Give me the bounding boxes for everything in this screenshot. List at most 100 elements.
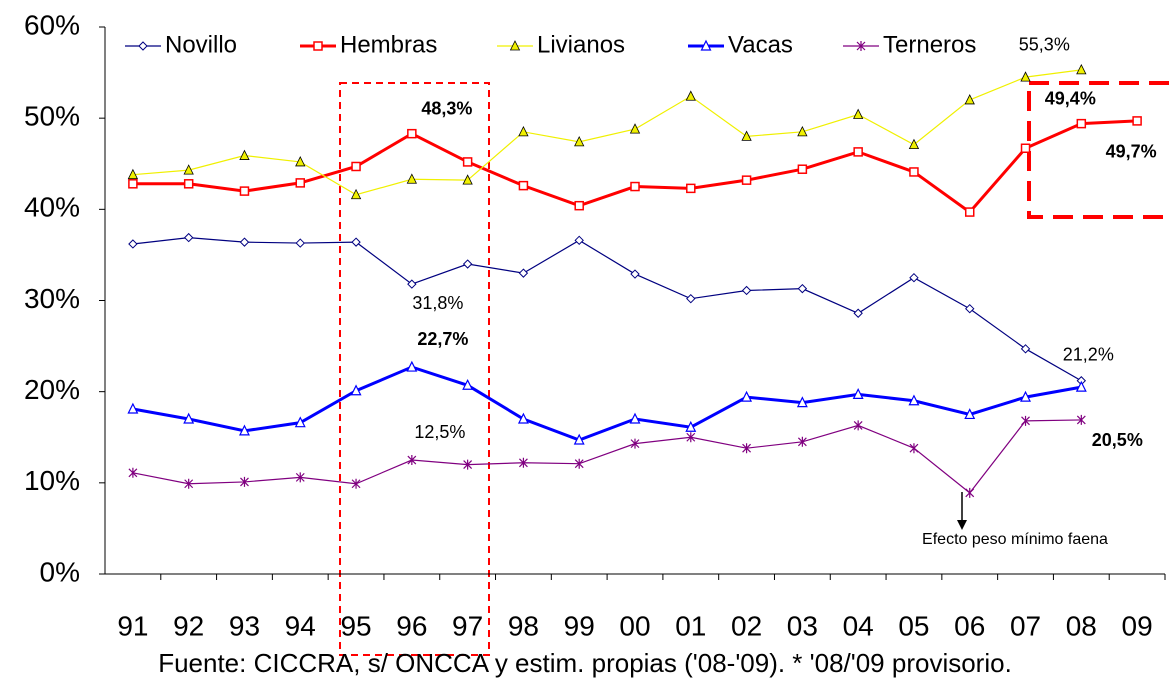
data-point [964, 94, 975, 105]
data-point [1020, 390, 1031, 402]
data-point [853, 420, 863, 431]
data-point [128, 179, 138, 189]
data-point [406, 173, 417, 184]
data-point [183, 164, 194, 175]
highlight-box [339, 82, 490, 656]
y-tick-label: 60% [24, 9, 80, 40]
data-point [797, 283, 808, 294]
data-point [239, 149, 250, 160]
data-point [742, 443, 752, 454]
data-point [964, 408, 976, 420]
data-point [852, 388, 864, 400]
x-tick-label: 01 [675, 610, 706, 641]
highlight-box [1027, 81, 1171, 219]
data-point [797, 164, 808, 174]
data-point [574, 200, 584, 211]
annotation-arrow-head [957, 520, 967, 530]
data-label: 49,4% [1045, 88, 1096, 108]
data-point [518, 125, 529, 137]
series-line [132, 119, 1138, 215]
x-tick-label: 98 [508, 610, 539, 641]
data-point [908, 394, 920, 406]
data-point [630, 181, 640, 192]
data-label: 48,3% [421, 98, 472, 118]
data-point [574, 135, 585, 147]
data-label: 21,2% [1063, 344, 1114, 364]
data-point [853, 308, 863, 318]
data-point [629, 412, 641, 424]
data-point [127, 402, 139, 414]
data-point [686, 432, 696, 443]
data-point [518, 180, 529, 191]
data-point [796, 396, 808, 408]
data-point [574, 235, 584, 246]
legend-marker [509, 40, 521, 51]
data-point [630, 438, 640, 449]
data-point [741, 285, 752, 296]
data-point [462, 378, 474, 390]
data-point [128, 467, 138, 478]
y-tick-label: 40% [24, 192, 80, 223]
series-line [132, 69, 1082, 196]
data-point [965, 303, 975, 314]
x-tick-label: 97 [452, 610, 483, 641]
legend-label: Hembras [340, 31, 437, 58]
data-point [965, 487, 975, 498]
data-point [1075, 380, 1087, 392]
data-label: 22,7% [417, 329, 468, 349]
data-point [685, 420, 697, 432]
data-point [239, 186, 250, 196]
data-point [964, 207, 975, 217]
data-point [629, 123, 641, 134]
data-point [853, 147, 863, 157]
x-tick-label: 96 [396, 610, 427, 641]
data-label: 55,3% [1019, 35, 1070, 55]
data-point [351, 478, 361, 489]
x-tick-label: 06 [954, 610, 985, 641]
data-point [239, 424, 250, 436]
data-point [295, 156, 306, 167]
x-tick-label: 94 [285, 610, 316, 641]
data-point [295, 472, 305, 483]
data-point [407, 128, 417, 139]
data-point [183, 412, 195, 424]
series-line [132, 236, 1082, 382]
data-point [741, 390, 753, 402]
data-label: 31,8% [412, 293, 463, 313]
legend-marker [313, 41, 323, 51]
x-tick-label: 92 [173, 610, 204, 641]
data-point [1021, 415, 1030, 426]
data-point [183, 232, 194, 243]
legend-label: Novillo [165, 31, 237, 58]
data-point [1132, 116, 1142, 126]
data-label: 49,7% [1106, 142, 1157, 162]
data-point [294, 416, 306, 428]
data-point [909, 443, 919, 454]
data-point [574, 458, 584, 469]
data-point [908, 138, 920, 150]
x-tick-label: 95 [340, 610, 371, 641]
data-point [407, 279, 417, 289]
series-line [132, 365, 1082, 442]
legend-marker [138, 41, 148, 51]
data-label: 20,5% [1092, 430, 1143, 450]
data-point [741, 130, 752, 141]
x-tick-label: 93 [229, 610, 260, 641]
data-point [462, 157, 473, 167]
data-point [295, 238, 305, 248]
data-point [239, 237, 250, 247]
x-tick-label: 91 [117, 610, 148, 641]
data-point [1020, 143, 1031, 154]
data-point [184, 478, 194, 489]
data-point [573, 433, 585, 445]
y-tick-label: 10% [24, 465, 80, 496]
legend-label: Terneros [883, 31, 976, 58]
x-tick-label: 03 [787, 610, 818, 641]
data-point [909, 273, 919, 283]
data-point [797, 125, 808, 137]
data-point [407, 455, 417, 466]
data-point [350, 188, 362, 200]
y-tick-label: 0% [40, 556, 80, 587]
x-tick-label: 07 [1010, 610, 1041, 641]
data-point [295, 178, 306, 188]
